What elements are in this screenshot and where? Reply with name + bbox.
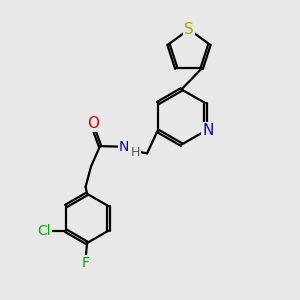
Text: S: S (184, 22, 194, 37)
Text: F: F (82, 256, 90, 270)
Text: N: N (202, 123, 214, 138)
Text: Cl: Cl (37, 224, 51, 238)
Text: H: H (130, 146, 140, 159)
Text: O: O (87, 116, 99, 131)
Text: N: N (119, 140, 129, 154)
